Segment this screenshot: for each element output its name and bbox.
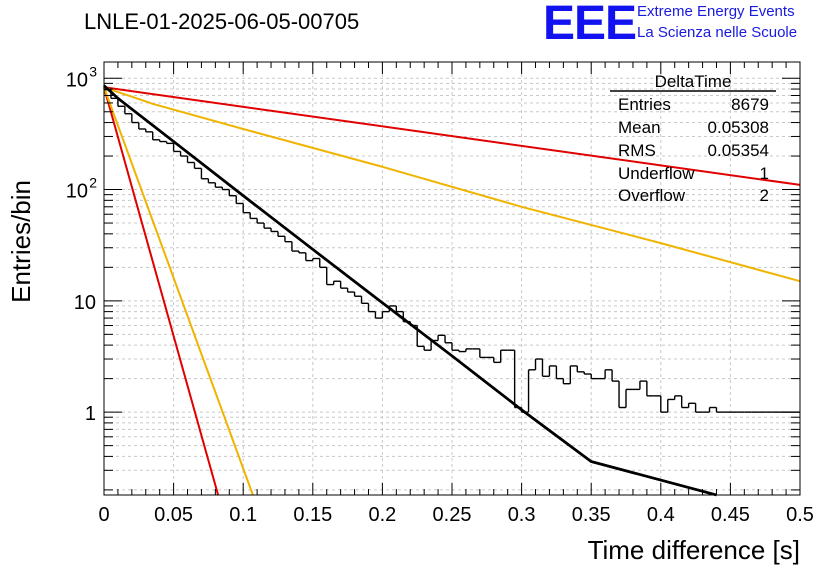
fit-curve-3	[103, 87, 220, 496]
stats-value-mean: 0.05308	[708, 118, 769, 137]
stats-label-underflow: Underflow	[618, 164, 695, 183]
stats-box: DeltaTime Entries 8679 Mean 0.05308 RMS …	[610, 72, 776, 205]
x-tick-label: 0	[98, 504, 109, 526]
x-tick-label: 0.3	[508, 504, 536, 526]
stats-value-rms: 0.05354	[708, 141, 769, 160]
stats-value-underflow: 1	[760, 164, 769, 183]
org-name-line2: La Scienza nelle Scuole	[637, 24, 798, 41]
fit-curve-2	[103, 86, 801, 283]
x-tick-label: 0.15	[293, 504, 332, 526]
fit-curve-1	[103, 86, 801, 186]
y-tick-exponent: 3	[89, 63, 97, 79]
stats-label-rms: RMS	[618, 141, 656, 160]
x-tick-label: 0.4	[647, 504, 675, 526]
stats-value-overflow: 2	[760, 186, 769, 205]
x-tick-label: 0.5	[786, 504, 814, 526]
stats-label-mean: Mean	[618, 118, 661, 137]
histogram-bars	[103, 84, 800, 497]
y-tick-label: 10	[66, 69, 88, 91]
stats-label-overflow: Overflow	[618, 186, 686, 205]
x-tick-label: 0.25	[433, 504, 472, 526]
x-axis-title: Time difference [s]	[588, 535, 800, 565]
x-tick-label: 0.05	[154, 504, 193, 526]
stats-label-entries: Entries	[618, 95, 671, 114]
run-title: LNLE-01-2025-06-05-00705	[84, 9, 360, 34]
y-tick-label: 10	[74, 292, 96, 314]
x-tick-label: 0.1	[229, 504, 257, 526]
x-tick-label: 0.2	[368, 504, 396, 526]
x-tick-label: 0.45	[711, 504, 750, 526]
stats-value-entries: 8679	[731, 95, 769, 114]
y-tick-exponent: 2	[89, 175, 97, 191]
x-tick-label: 0.35	[572, 504, 611, 526]
y-tick-label: 10	[66, 181, 88, 203]
exponential-fit-line	[103, 84, 717, 497]
grid-lines	[103, 62, 801, 495]
fit-curve-4	[103, 86, 254, 496]
axis-ticks	[103, 62, 801, 495]
y-axis-title: Entries/bin	[6, 180, 36, 303]
tick-labels: 0 0.05 0.1 0.15 0.2 0.25 0.3 0.35 0.4 0.45 0.5 1 10 1…	[66, 63, 814, 526]
eee-logo: EEE	[543, 0, 637, 50]
org-name-line1: Extreme Energy Events	[637, 3, 795, 20]
y-tick-label: 1	[85, 403, 96, 425]
stats-title: DeltaTime	[655, 72, 732, 91]
